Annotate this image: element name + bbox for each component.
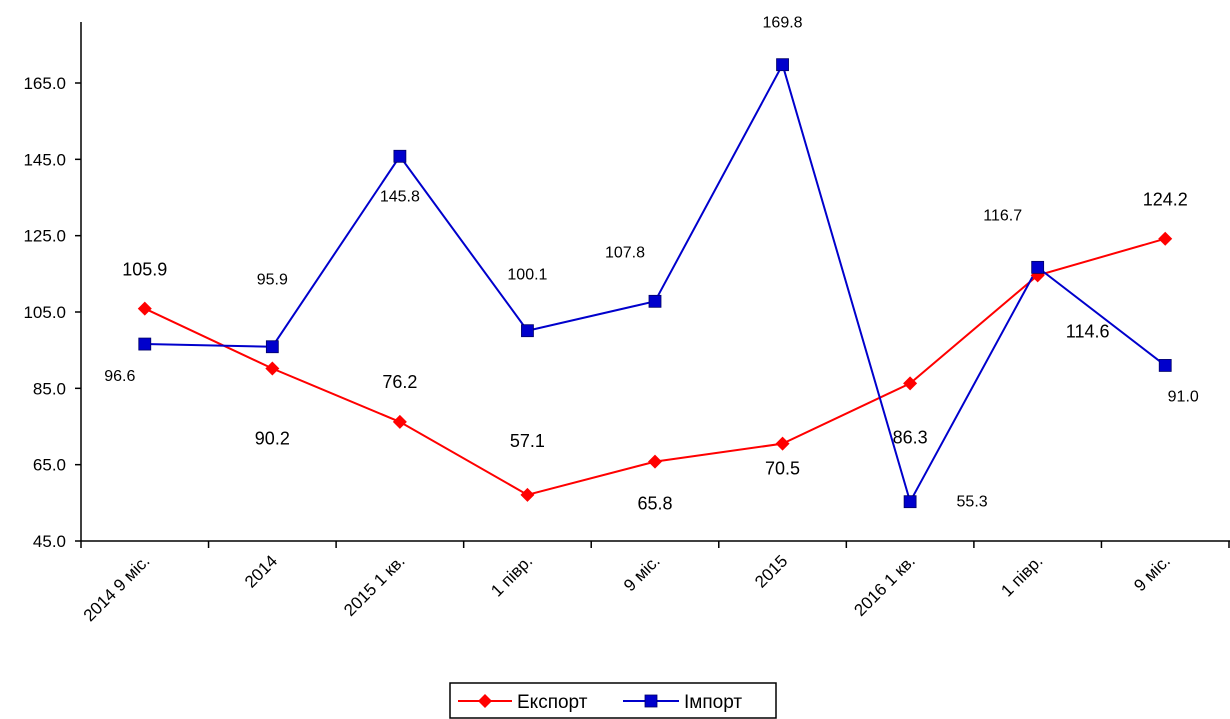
export-data-label: 65.8 — [637, 494, 672, 514]
import-data-label: 169.8 — [763, 15, 803, 32]
series-lines — [144, 62, 1166, 505]
legend-export-marker — [478, 694, 492, 708]
series-markers — [137, 58, 1173, 509]
import-point — [1158, 359, 1172, 372]
import-data-label: 96.6 — [104, 368, 135, 385]
export-data-label: 76.2 — [382, 372, 417, 392]
export-data-label: 70.5 — [765, 459, 800, 479]
x-tick-label: 1 півр. — [997, 551, 1046, 600]
export-data-label: 105.9 — [122, 260, 167, 280]
x-tick-label: 2015 1 кв. — [340, 551, 409, 620]
series-line-import — [144, 62, 1166, 505]
y-tick-label: 65.0 — [33, 456, 66, 475]
import-point — [265, 340, 279, 354]
export-point — [392, 414, 407, 429]
y-tick-label: 45.0 — [33, 532, 66, 551]
import-point — [1031, 260, 1045, 274]
import-point — [903, 495, 917, 509]
import-data-label: 91.0 — [1168, 388, 1199, 405]
export-data-label: 114.6 — [1066, 321, 1110, 341]
export-point — [775, 436, 790, 451]
export-data-label: 57.1 — [510, 431, 545, 451]
x-tick-label: 9 міс. — [620, 551, 664, 595]
y-tick-label: 165.0 — [23, 74, 66, 93]
export-point — [520, 487, 535, 502]
import-point — [393, 149, 407, 163]
legend-export-label: Експорт — [517, 692, 588, 713]
x-tick-label: 2014 — [241, 551, 281, 591]
x-tick-label: 2014 9 міс. — [80, 551, 154, 625]
y-axis-ticks: 45.0 65.0 85.0 105.0 125.0 145.0 165.0 — [23, 74, 81, 551]
export-data-label: 90.2 — [255, 428, 290, 448]
legend-import-label: Імпорт — [684, 692, 742, 713]
export-data-label: 124.2 — [1143, 190, 1188, 210]
x-tick-label: 2016 1 кв. — [850, 551, 919, 620]
y-tick-label: 85.0 — [33, 379, 66, 398]
import-data-label: 145.8 — [380, 188, 420, 205]
legend-import-marker — [644, 694, 658, 708]
import-point — [138, 337, 152, 351]
x-tick-label: 9 міс. — [1130, 551, 1174, 595]
y-tick-label: 105.0 — [23, 303, 66, 322]
x-axis-ticks: 2014 9 міс. 2014 2015 1 кв. 1 півр. 9 міс. 20… — [80, 541, 1230, 625]
legend: Експорт Імпорт — [449, 682, 777, 719]
export-point — [137, 301, 152, 316]
import-data-label: 116.7 — [983, 207, 1022, 224]
y-tick-label: 145.0 — [23, 150, 66, 169]
x-tick-label: 1 півр. — [487, 551, 536, 600]
export-data-label: 86.3 — [893, 427, 928, 447]
import-data-label: 107.8 — [605, 244, 645, 261]
import-point — [648, 294, 662, 308]
import-point — [776, 58, 789, 72]
import-data-label: 95.9 — [257, 272, 288, 289]
export-point — [265, 361, 280, 376]
y-tick-label: 125.0 — [23, 227, 66, 246]
x-tick-label: 2015 — [751, 551, 791, 591]
import-data-label: 100.1 — [507, 267, 547, 284]
export-point — [1158, 231, 1173, 246]
data-labels: 105.9 90.2 76.2 57.1 65.8 70.5 86.3 114.6 124.2 9… — [104, 15, 1199, 514]
export-point — [648, 454, 662, 469]
import-data-label: 55.3 — [957, 494, 988, 511]
export-point — [903, 376, 918, 391]
axes — [80, 22, 1230, 542]
import-point — [521, 324, 534, 338]
